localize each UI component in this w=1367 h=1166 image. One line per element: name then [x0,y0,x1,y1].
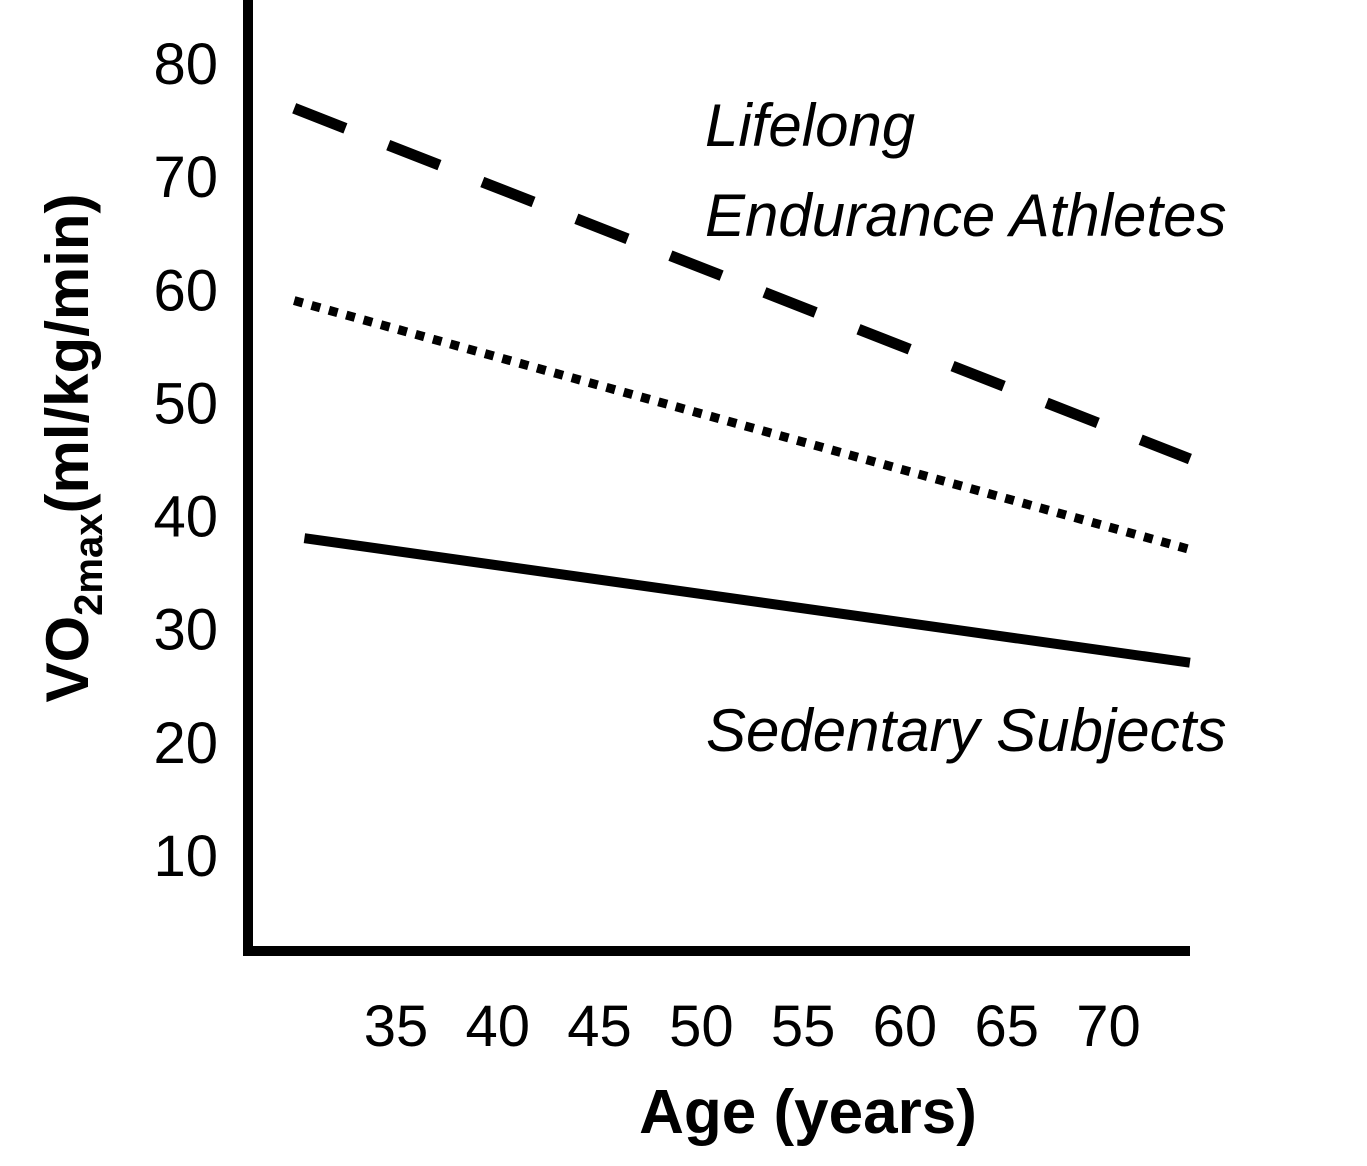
y-tick-labels: 10 20 30 40 50 60 70 80 [153,32,218,889]
x-tick-label: 45 [567,994,632,1059]
x-tick-label: 65 [974,994,1039,1059]
x-tick-label: 60 [873,994,938,1059]
series-line-middle [292,296,1192,554]
series-lines [292,103,1192,668]
x-tick-label: 35 [364,994,429,1059]
athletes-label-line-1: Lifelong [705,92,915,159]
x-tick-label: 70 [1076,994,1141,1059]
y-axis-title-prefix: VO [34,616,101,703]
y-tick-label: 10 [153,824,218,889]
y-tick-label: 70 [153,145,218,210]
x-axis-title: Age (years) [639,1078,977,1147]
y-tick-label: 30 [153,598,218,663]
y-tick-label: 60 [153,258,218,323]
y-tick-label: 50 [153,371,218,436]
x-tick-label: 50 [669,994,734,1059]
athletes-label-line-2: Endurance Athletes [705,182,1226,249]
y-axis-title: VO2max(ml/kg/min) [34,193,111,702]
x-tick-label: 40 [466,994,531,1059]
y-tick-label: 20 [153,711,218,776]
y-tick-label: 40 [153,485,218,550]
series-line-athletes [292,103,1192,465]
series-line-sedentary [303,533,1191,668]
sedentary-label: Sedentary Subjects [706,697,1226,764]
x-tick-labels: 35 40 45 50 55 60 65 70 [364,994,1141,1059]
y-axis-title-subscript: 2max [67,514,111,616]
x-tick-label: 55 [771,994,836,1059]
y-axis-title-suffix: (ml/kg/min) [34,193,101,513]
y-tick-label: 80 [153,32,218,97]
